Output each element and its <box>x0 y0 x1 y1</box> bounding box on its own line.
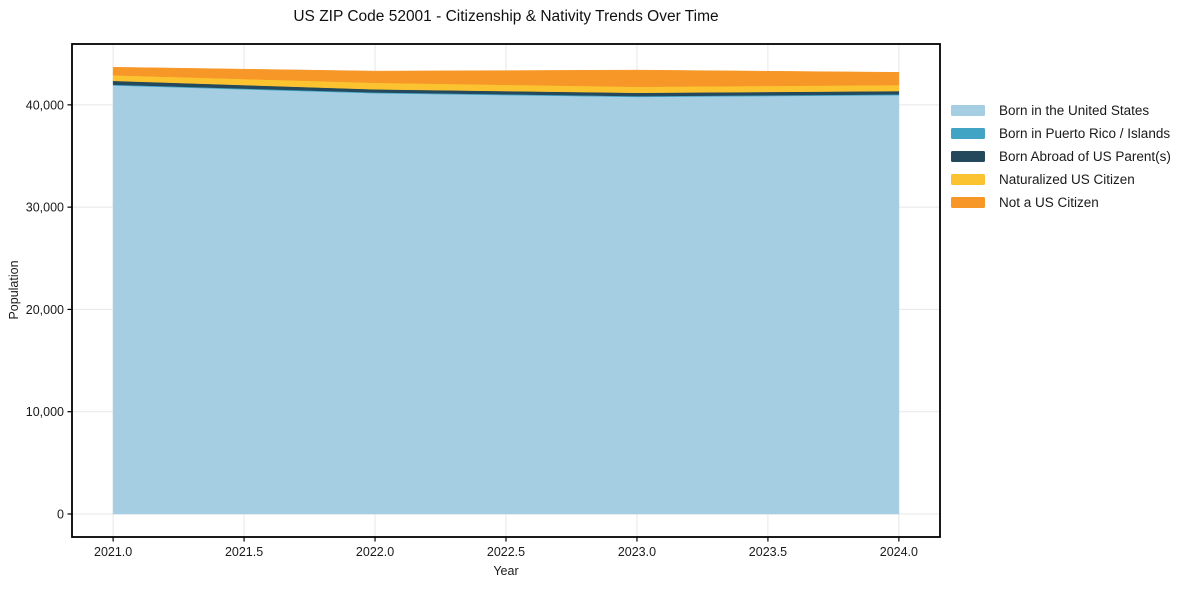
y-tick-label: 30,000 <box>26 201 64 215</box>
x-tick-label: 2021.0 <box>94 545 132 559</box>
x-tick-label: 2022.5 <box>487 545 525 559</box>
legend-label: Born Abroad of US Parent(s) <box>999 148 1171 164</box>
chart-title: US ZIP Code 52001 - Citizenship & Nativi… <box>293 8 719 25</box>
y-tick-label: 10,000 <box>26 405 64 419</box>
legend: Born in the United States Born in Puerto … <box>951 102 1171 210</box>
legend-swatch <box>951 105 985 116</box>
legend-label: Born in the United States <box>999 102 1150 118</box>
y-tick-label: 20,000 <box>26 303 64 317</box>
x-tick-label: 2024.0 <box>880 545 918 559</box>
legend-item: Born in the United States <box>951 102 1171 118</box>
x-tick-label: 2022.0 <box>356 545 394 559</box>
y-axis-label: Population <box>7 260 21 320</box>
legend-item: Born Abroad of US Parent(s) <box>951 148 1171 164</box>
legend-swatch <box>951 151 985 162</box>
legend-label: Naturalized US Citizen <box>999 171 1135 187</box>
x-tick-label: 2023.5 <box>749 545 787 559</box>
stacked-area-series <box>112 66 900 88</box>
y-tick-label: 0 <box>57 507 64 521</box>
x-tick-label: 2021.5 <box>225 545 263 559</box>
legend-swatch <box>951 174 985 185</box>
legend-label: Not a US Citizen <box>999 194 1099 210</box>
stacked-area-series <box>112 85 900 515</box>
x-tick-label: 2023.0 <box>618 545 656 559</box>
legend-swatch <box>951 128 985 139</box>
legend-label: Born in Puerto Rico / Islands <box>999 125 1171 141</box>
legend-swatch <box>951 197 985 208</box>
legend-item: Born in Puerto Rico / Islands <box>951 125 1171 141</box>
legend-item: Not a US Citizen <box>951 194 1171 210</box>
y-tick-label: 40,000 <box>26 98 64 112</box>
x-axis-label: Year <box>493 564 519 578</box>
legend-item: Naturalized US Citizen <box>951 171 1171 187</box>
